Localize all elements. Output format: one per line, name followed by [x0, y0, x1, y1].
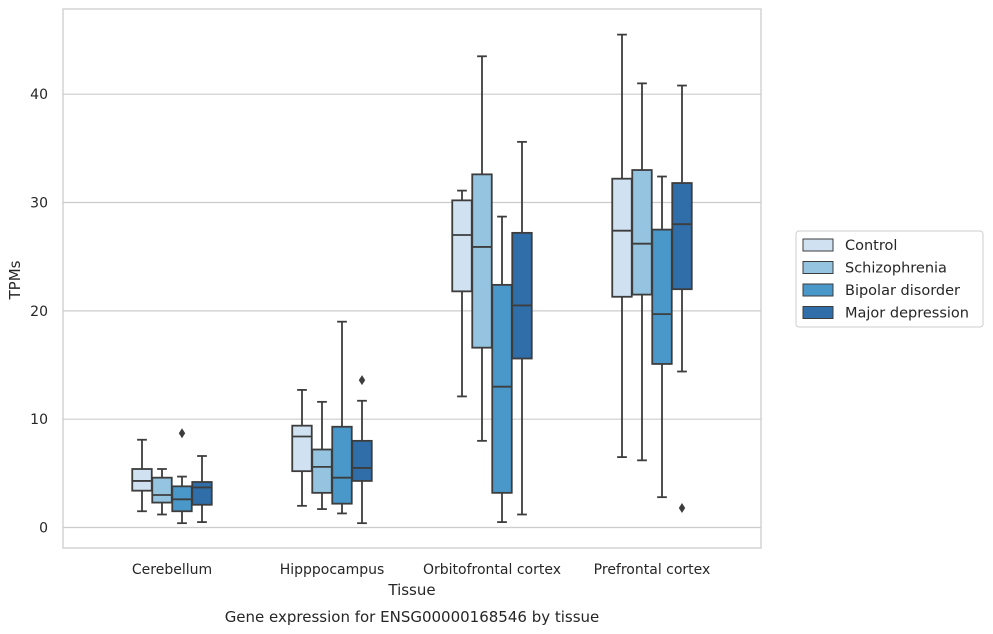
box	[291, 389, 313, 507]
box	[611, 33, 633, 458]
legend-item: Major depression	[802, 306, 969, 322]
box-body	[151, 476, 173, 504]
box	[651, 175, 673, 499]
plot-frame	[62, 8, 762, 549]
legend-item: Bipolar disorder	[802, 283, 960, 299]
box	[151, 468, 173, 516]
box-body	[291, 424, 313, 473]
x-tick-label: Prefrontal cortex	[594, 562, 711, 578]
legend-label: Control	[845, 238, 897, 254]
box	[311, 400, 333, 510]
x-tick-label: Hipppocampus	[280, 562, 385, 578]
box-body	[631, 169, 653, 296]
box-series-layer	[131, 33, 693, 525]
outlier-point	[178, 428, 186, 439]
box	[511, 140, 533, 516]
legend-swatch	[802, 283, 834, 297]
x-axis-label: Tissue	[387, 581, 435, 599]
box-body	[451, 199, 473, 293]
y-tick-label: 10	[30, 412, 48, 428]
box	[131, 438, 153, 513]
series-control	[131, 33, 633, 513]
box-body	[471, 173, 493, 349]
box	[351, 375, 373, 525]
legend-swatch	[802, 238, 834, 252]
legend-item: Schizophrenia	[802, 261, 947, 277]
box	[191, 455, 213, 523]
box	[471, 55, 493, 442]
y-tick-label: 40	[30, 87, 48, 103]
y-axis-label: TPMs	[6, 260, 24, 300]
series-major-depression	[191, 84, 693, 525]
box-body	[651, 228, 673, 365]
box-body	[671, 182, 693, 291]
box-body	[491, 283, 513, 494]
box-body	[611, 177, 633, 298]
y-tick-label: 0	[39, 521, 48, 537]
legend-frame	[795, 230, 984, 328]
legend-swatch	[802, 306, 834, 319]
x-tick-label: Orbitofrontal cortex	[423, 562, 561, 578]
box	[331, 320, 353, 515]
x-tick-label: Cerebellum	[132, 562, 212, 578]
box-body	[351, 439, 373, 482]
outlier-point	[358, 375, 366, 386]
box	[671, 84, 693, 514]
legend-label: Major depression	[845, 306, 969, 322]
series-bipolar-disorder	[171, 175, 673, 525]
legend-item: Control	[802, 238, 897, 254]
box-body	[191, 481, 213, 506]
legend-swatch	[802, 261, 834, 274]
box	[491, 215, 513, 523]
y-tick-label: 20	[30, 304, 48, 320]
legend-label: Bipolar disorder	[845, 283, 960, 299]
box-body	[311, 448, 333, 494]
legend-label: Schizophrenia	[845, 261, 947, 277]
gridlines	[63, 93, 761, 529]
y-tick-label: 30	[30, 196, 48, 212]
box-body	[511, 231, 533, 360]
box	[171, 428, 193, 525]
chart-caption: Gene expression for ENSG00000168546 by t…	[225, 608, 600, 626]
axis-ticks: 0 10 20 30 40 Cerebellum Hipppocampus Orbitofro…	[30, 87, 710, 578]
box-body	[131, 468, 153, 492]
outlier-point	[678, 503, 686, 514]
box-body	[331, 425, 353, 505]
legend: Control Schizophrenia Bipolar disorder Majo…	[795, 230, 984, 328]
